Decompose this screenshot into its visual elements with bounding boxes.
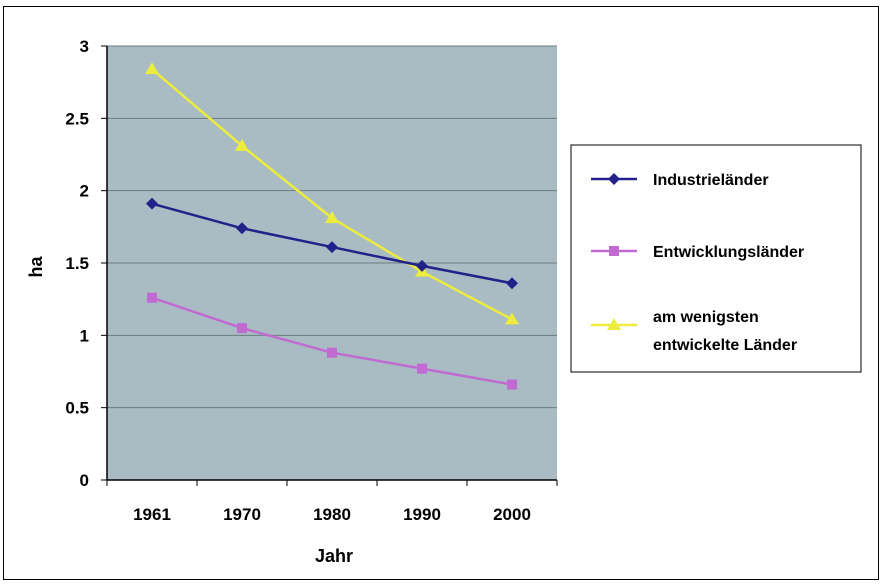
y-tick-label: 0 <box>80 471 89 490</box>
data-point-diamond <box>416 259 428 272</box>
x-tick-label: 1980 <box>313 505 351 524</box>
x-tick-labels: 1961 1970 1980 1990 2000 <box>106 480 558 524</box>
y-tick-label: 1.5 <box>65 254 89 273</box>
y-tick-labels: 0 0.5 1 1.5 2 2.5 3 <box>65 37 107 490</box>
x-tick-label: 1990 <box>403 505 441 524</box>
x-axis-title: Jahr <box>315 546 353 566</box>
legend: Industrieländer Entwicklungsländer am weni… <box>591 172 804 354</box>
data-point-triangle <box>235 138 249 151</box>
x-tick-label: 2000 <box>493 505 531 524</box>
gridlines <box>107 45 557 409</box>
data-point-diamond <box>236 222 248 235</box>
x-tick-label: 1961 <box>133 505 171 524</box>
data-point-square <box>237 323 247 334</box>
data-point-diamond <box>608 173 620 185</box>
legend-label: Industrieländer <box>653 172 769 189</box>
legend-entry: Industrieländer <box>591 172 769 189</box>
legend-box <box>570 144 862 373</box>
series-2 <box>147 292 517 390</box>
data-point-triangle <box>505 312 519 325</box>
y-tick-label: 3 <box>80 37 89 56</box>
data-point-triangle <box>607 318 621 330</box>
legend-entry: am wenigsten entwickelte Länder <box>591 309 797 354</box>
x-tick-label: 1970 <box>223 505 261 524</box>
legend-entry: Entwicklungsländer <box>591 244 804 261</box>
series-group <box>145 62 519 390</box>
data-point-square <box>609 246 619 256</box>
data-point-square <box>507 379 517 390</box>
y-axis-title: ha <box>26 256 46 278</box>
data-point-diamond <box>326 241 338 254</box>
y-tick-label: 0.5 <box>65 399 89 418</box>
legend-label: am wenigsten <box>653 309 759 326</box>
data-point-square <box>327 347 337 358</box>
y-tick-label: 2 <box>80 182 89 201</box>
data-point-triangle <box>145 62 159 75</box>
data-point-square <box>417 363 427 374</box>
legend-label: Entwicklungsländer <box>653 244 804 261</box>
y-tick-label: 2.5 <box>65 109 89 128</box>
data-point-square <box>147 292 157 303</box>
data-point-diamond <box>506 277 518 290</box>
data-point-diamond <box>146 197 158 210</box>
series-1 <box>146 197 518 290</box>
legend-label: entwickelte Länder <box>653 337 797 354</box>
y-tick-label: 1 <box>80 326 89 345</box>
data-point-triangle <box>325 211 339 224</box>
